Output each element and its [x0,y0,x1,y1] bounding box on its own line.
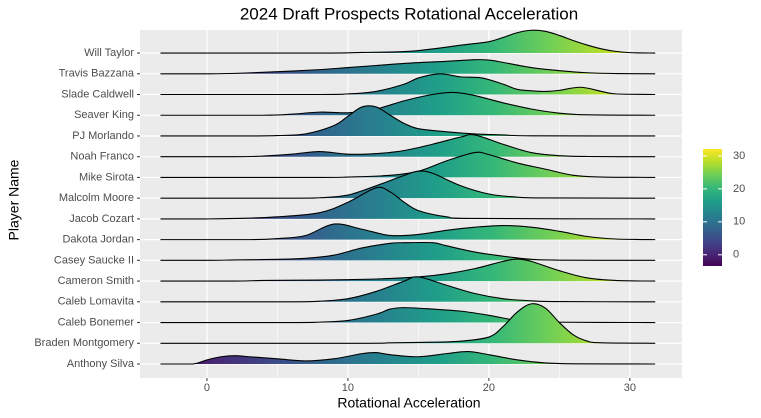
ridge-line [160,59,656,75]
ridge-line [160,241,656,261]
y-tick-label: Slade Caldwell [61,88,134,100]
ridge-line [160,91,656,116]
y-tick-label: Malcolm Moore [59,192,134,204]
ridge-area [160,105,656,136]
y-tick-label: Casey Saucke II [54,254,134,266]
x-tick-label: 0 [204,382,210,394]
y-tick-label: Braden Montgomery [34,337,134,349]
colorbar-label: 20 [733,183,745,195]
y-tick-label: Caleb Lomavita [58,296,135,308]
ridge-area [160,307,656,323]
ridge-area [160,187,656,219]
ridge-area [160,134,656,157]
y-tick-label: Cameron Smith [58,275,134,287]
ridge-line [160,276,656,303]
ridge-line [160,223,656,241]
ridge-area [160,242,656,261]
y-tick-label: Travis Bazzana [59,68,135,80]
x-tick-label: 20 [483,382,495,394]
y-tick-label: Anthony Silva [67,358,135,370]
x-tick-label: 30 [624,382,636,394]
y-tick-label: Mike Sirota [79,171,135,183]
ridge-line [160,105,656,137]
y-tick-label: Dakota Jordan [62,234,134,246]
ridge-area [160,303,656,344]
x-tick-label: 10 [342,382,354,394]
ridge-area [160,276,656,302]
colorbar-label: 10 [733,216,745,228]
ridge-line [160,29,656,54]
ridge-area [160,30,656,54]
colorbar-label: 30 [733,150,745,162]
y-axis-label: Player Name [6,159,22,240]
ridge-line [160,351,656,365]
ridge-line [160,151,656,178]
ridge-area [160,59,656,74]
ridge-area [160,351,656,364]
colorbar-label: 0 [733,249,739,261]
ridge-line [160,133,656,158]
ridge-line [160,303,656,344]
ridge-area [160,223,656,240]
y-tick-label: Jacob Cozart [69,213,134,225]
ridge-area [160,152,656,178]
ridge-area [160,259,656,282]
y-tick-label: PJ Morlando [72,130,134,142]
ridge-line [160,258,656,282]
y-tick-label: Noah Franco [70,151,134,163]
y-tick-label: Caleb Bonemer [58,316,135,328]
ridge-line [160,170,656,199]
ridge-line [160,73,656,96]
colorbar [703,149,722,266]
chart-title: 2024 Draft Prospects Rotational Accelera… [240,4,578,23]
ridge-line [160,186,656,220]
x-axis-label: Rotational Acceleration [337,395,480,411]
y-tick-label: Will Taylor [84,47,134,59]
y-tick-label: Seaver King [74,109,134,121]
ridge-area [160,73,656,95]
ridge-area [160,171,656,199]
